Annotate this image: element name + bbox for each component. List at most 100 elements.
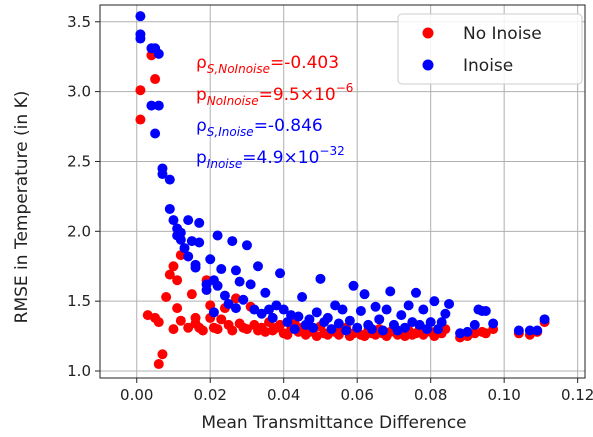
data-point xyxy=(469,319,480,330)
data-point xyxy=(377,325,388,336)
data-point xyxy=(381,304,392,315)
data-point xyxy=(429,296,440,307)
data-point xyxy=(241,240,252,251)
annotation-value: =4.9×10 xyxy=(242,148,319,168)
data-point xyxy=(179,243,190,254)
data-point xyxy=(135,33,146,44)
data-point xyxy=(153,359,164,370)
x-axis-label: Mean Transmittance Difference xyxy=(201,413,466,433)
data-point xyxy=(275,268,286,279)
annotation-line: ρS,Inoise=-0.846 xyxy=(196,116,323,139)
data-point xyxy=(197,325,208,336)
data-point xyxy=(135,85,146,96)
annotation-symbol: ρ xyxy=(196,53,207,73)
x-tick-label: 0.08 xyxy=(414,386,447,404)
annotation-value: =9.5×10 xyxy=(259,85,336,105)
annotation-line: ρS,NoInoise=-0.403 xyxy=(196,53,339,76)
data-point xyxy=(256,308,267,319)
y-tick-label: 2.0 xyxy=(67,222,91,240)
data-point xyxy=(150,74,161,85)
data-point xyxy=(168,261,179,272)
data-point xyxy=(135,114,146,125)
data-point xyxy=(326,324,337,335)
data-point xyxy=(234,276,245,287)
data-point xyxy=(135,11,146,22)
grid-lines xyxy=(100,5,585,378)
data-point xyxy=(175,227,186,238)
data-point xyxy=(205,254,216,265)
legend-label-inoise: Inoise xyxy=(463,56,513,76)
annotation-symbol: p xyxy=(196,148,207,168)
y-tick-label: 3.0 xyxy=(67,83,91,101)
data-point xyxy=(168,324,179,335)
data-point xyxy=(370,301,381,312)
data-point xyxy=(164,269,175,280)
data-point xyxy=(311,307,322,318)
data-point xyxy=(172,275,183,286)
data-point xyxy=(175,315,186,326)
data-point xyxy=(252,261,263,272)
data-point xyxy=(315,273,326,284)
data-point xyxy=(223,298,234,309)
data-point xyxy=(399,322,410,333)
y-tick-label: 3.5 xyxy=(67,13,91,31)
data-point xyxy=(175,234,186,245)
data-point xyxy=(227,325,238,336)
data-points xyxy=(135,11,550,370)
data-point xyxy=(157,349,168,360)
axis-ticks: 0.00 0.02 0.04 0.06 0.08 0.10 0.12 1.0 1.5 2.0 2.5… xyxy=(67,13,593,404)
data-point xyxy=(425,317,436,328)
data-point xyxy=(146,100,157,111)
data-point xyxy=(227,236,238,247)
data-point xyxy=(355,305,366,316)
annotation-symbol: p xyxy=(196,85,207,105)
data-point xyxy=(293,311,304,322)
data-point xyxy=(212,324,223,335)
data-point xyxy=(297,291,308,302)
annotation-exponent: −32 xyxy=(319,144,344,158)
data-point xyxy=(278,304,289,315)
data-point xyxy=(344,315,355,326)
annotation-symbol: ρ xyxy=(196,116,207,136)
data-point xyxy=(153,100,164,111)
data-point xyxy=(396,310,407,321)
data-point xyxy=(366,324,377,335)
data-point xyxy=(183,251,194,262)
data-point xyxy=(524,325,535,336)
data-point xyxy=(230,265,241,276)
data-point xyxy=(267,312,278,323)
y-axis-label: RMSE in Temperature (in K) xyxy=(12,91,32,324)
data-point xyxy=(480,305,491,316)
x-tick-label: 0.04 xyxy=(267,386,300,404)
data-point xyxy=(359,289,370,300)
data-point xyxy=(219,290,230,301)
data-point xyxy=(436,317,447,328)
data-point xyxy=(172,303,183,314)
annotation-subscript: S,Inoise xyxy=(207,125,254,139)
data-point xyxy=(208,307,219,318)
data-point xyxy=(164,174,175,185)
data-point xyxy=(190,262,201,273)
annotation-value: =-0.403 xyxy=(270,53,339,73)
annotation-line: pInoise=4.9×10−32 xyxy=(196,144,345,171)
data-point xyxy=(333,318,344,329)
correlation-annotations: ρS,NoInoise=-0.403pNoInoise=9.5×10−6ρS,I… xyxy=(196,53,353,171)
data-point xyxy=(201,284,212,295)
data-point xyxy=(264,304,275,315)
data-point xyxy=(183,322,194,333)
data-point xyxy=(168,215,179,226)
data-point xyxy=(157,169,168,180)
data-point xyxy=(260,287,271,298)
annotation-subscript: NoInoise xyxy=(207,94,259,108)
data-point xyxy=(161,291,172,302)
legend-marker-no-inoise xyxy=(422,27,434,39)
annotation-subscript: Inoise xyxy=(207,157,242,171)
data-point xyxy=(238,294,249,305)
legend-label-no-inoise: No Inoise xyxy=(463,24,542,44)
annotation-line: pNoInoise=9.5×10−6 xyxy=(196,81,353,108)
y-tick-label: 1.0 xyxy=(67,362,91,380)
data-point xyxy=(374,314,385,325)
data-point xyxy=(241,324,252,335)
data-point xyxy=(462,326,473,337)
